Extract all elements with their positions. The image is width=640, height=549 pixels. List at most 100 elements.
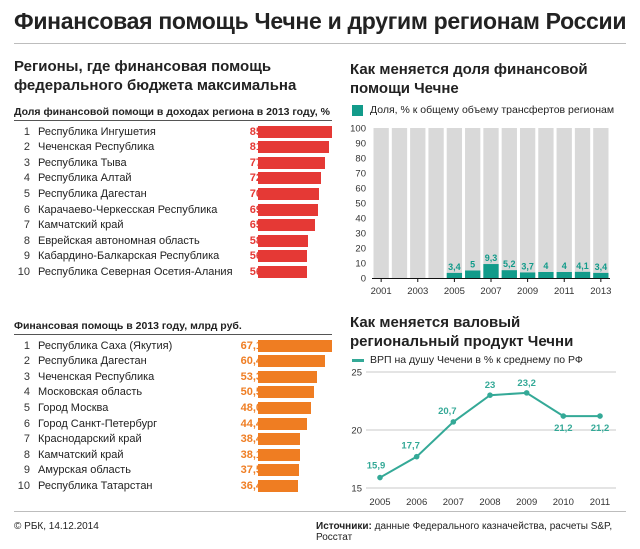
chart1-heading-line1: Как меняется доля финансовой xyxy=(350,61,588,78)
bar-background xyxy=(519,128,536,278)
row-rank: 4 xyxy=(23,386,30,399)
row-rank: 2 xyxy=(23,141,30,154)
table2-rule xyxy=(14,334,332,335)
row-rank: 7 xyxy=(23,433,30,446)
bar xyxy=(574,271,591,278)
bar xyxy=(258,448,301,461)
row-label: Московская область xyxy=(38,386,143,399)
row-rank: 8 xyxy=(23,448,30,461)
chart1-svg: 0 10 20 30 40 50 60 70 80 90 100 3,4 5 9,3 5,2 3,7 4 4 4,1… xyxy=(350,124,611,298)
page-title: Финансовая помощь Чечне и другим региона… xyxy=(14,8,627,34)
row-label: Республика Дагестан xyxy=(38,187,147,200)
y-tick-label: 90 xyxy=(355,139,366,150)
row-value: 38,1 xyxy=(240,448,262,461)
bar-background xyxy=(373,128,389,278)
y-tick-label: 0 xyxy=(361,274,366,285)
row-rank: 1 xyxy=(23,125,30,138)
row-label: Республика Тыва xyxy=(38,156,127,169)
footer-divider xyxy=(14,511,626,512)
bar xyxy=(519,272,536,278)
data-point xyxy=(377,474,383,481)
table-row: 8 Камчатский край 38,1 xyxy=(14,447,270,462)
table-row: 4 Республика Алтай 72 xyxy=(14,171,270,186)
bar-background xyxy=(391,128,408,278)
row-label: Краснодарский край xyxy=(38,433,142,446)
bar-background xyxy=(593,128,609,278)
bar xyxy=(258,370,317,383)
y-tick-label: 30 xyxy=(355,229,366,240)
x-tick-label: 2011 xyxy=(554,286,574,297)
table-row: 4 Московская область 50,5 xyxy=(14,385,270,400)
data-label: 23,2 xyxy=(517,378,536,389)
bar xyxy=(258,125,332,138)
row-rank: 9 xyxy=(23,250,30,263)
y-tick-label: 80 xyxy=(355,154,366,165)
y-tick-label: 100 xyxy=(350,124,366,135)
row-rank: 2 xyxy=(23,355,30,368)
row-rank: 5 xyxy=(23,187,30,200)
y-tick-label: 10 xyxy=(355,259,366,270)
row-label: Город Санкт-Петербург xyxy=(38,417,158,430)
data-label: 21,2 xyxy=(591,423,610,434)
bar-background xyxy=(574,128,591,278)
row-value: 50,5 xyxy=(240,386,262,399)
bar xyxy=(258,464,300,477)
row-value: 36,4 xyxy=(240,479,262,492)
title-divider xyxy=(14,43,626,44)
table-row: 9 Амурская область 37,5 xyxy=(14,463,270,478)
data-label: 4 xyxy=(562,261,567,271)
row-rank: 6 xyxy=(23,417,30,430)
chart2-heading-line2: региональный продукт Чечни xyxy=(350,333,574,350)
y-tick-label: 40 xyxy=(355,214,366,225)
series-line xyxy=(379,391,600,479)
chart1-legend: Доля, % к общему объему трансфертов реги… xyxy=(370,104,615,116)
row-rank: 1 xyxy=(23,339,30,352)
data-label: 4,1 xyxy=(576,261,589,271)
row-rank: 8 xyxy=(23,234,30,247)
row-label: Еврейская автономная область xyxy=(38,234,200,247)
data-point xyxy=(413,453,420,460)
bar xyxy=(258,234,309,247)
row-label: Республика Саха (Якутия) xyxy=(38,339,173,352)
chart2-legend-swatch xyxy=(352,359,364,362)
row-rank: 3 xyxy=(23,370,30,383)
bar-background xyxy=(483,128,499,278)
y-tick-label: 20 xyxy=(355,244,366,255)
row-value: 60,4 xyxy=(240,355,262,368)
bar xyxy=(258,265,307,278)
data-point xyxy=(523,390,530,396)
x-tick-label: 2003 xyxy=(407,286,428,297)
x-tick-label: 2007 xyxy=(480,286,501,297)
table-row: 2 Чеченская Республика 81 xyxy=(14,140,270,155)
left-heading-line1: Регионы, где финансовая помощь xyxy=(14,58,272,75)
table-row: 9 Кабардино-Балкарская Республика 56 xyxy=(14,249,270,264)
data-label: 4 xyxy=(543,261,548,271)
x-tick-label: 2009 xyxy=(517,286,538,297)
row-label: Карачаево-Черкесская Республика xyxy=(38,203,218,216)
table2-title: Финансовая помощь в 2013 году, млрд руб. xyxy=(14,320,242,332)
y-tick-label: 15 xyxy=(351,484,362,495)
x-tick-label: 2001 xyxy=(371,286,392,297)
row-rank: 6 xyxy=(23,203,30,216)
data-point xyxy=(597,413,603,419)
x-tick-label: 2011 xyxy=(590,497,610,508)
bar xyxy=(258,355,325,368)
row-rank: 7 xyxy=(23,219,30,232)
table-row: 5 Город Москва 48,0 xyxy=(14,400,270,415)
data-label: 23 xyxy=(485,380,496,391)
bar-background xyxy=(501,128,517,278)
bar xyxy=(258,386,314,399)
row-rank: 4 xyxy=(23,172,30,185)
data-label: 21,2 xyxy=(554,423,573,434)
x-tick-label: 2010 xyxy=(553,497,574,508)
bar xyxy=(258,339,332,352)
row-rank: 5 xyxy=(23,401,30,414)
left-heading: Регионы, где финансовая помощь федеральн… xyxy=(14,57,296,95)
bar xyxy=(258,401,311,414)
bar-background xyxy=(465,128,481,278)
table-row: 3 Чеченская Республика 53,3 xyxy=(14,369,270,384)
row-value: 67,1 xyxy=(240,339,262,352)
table1-title: Доля финансовой помощи в доходах региона… xyxy=(14,106,330,118)
chart2-heading-line1: Как меняется валовый xyxy=(350,314,521,331)
data-label: 3,4 xyxy=(595,262,608,272)
